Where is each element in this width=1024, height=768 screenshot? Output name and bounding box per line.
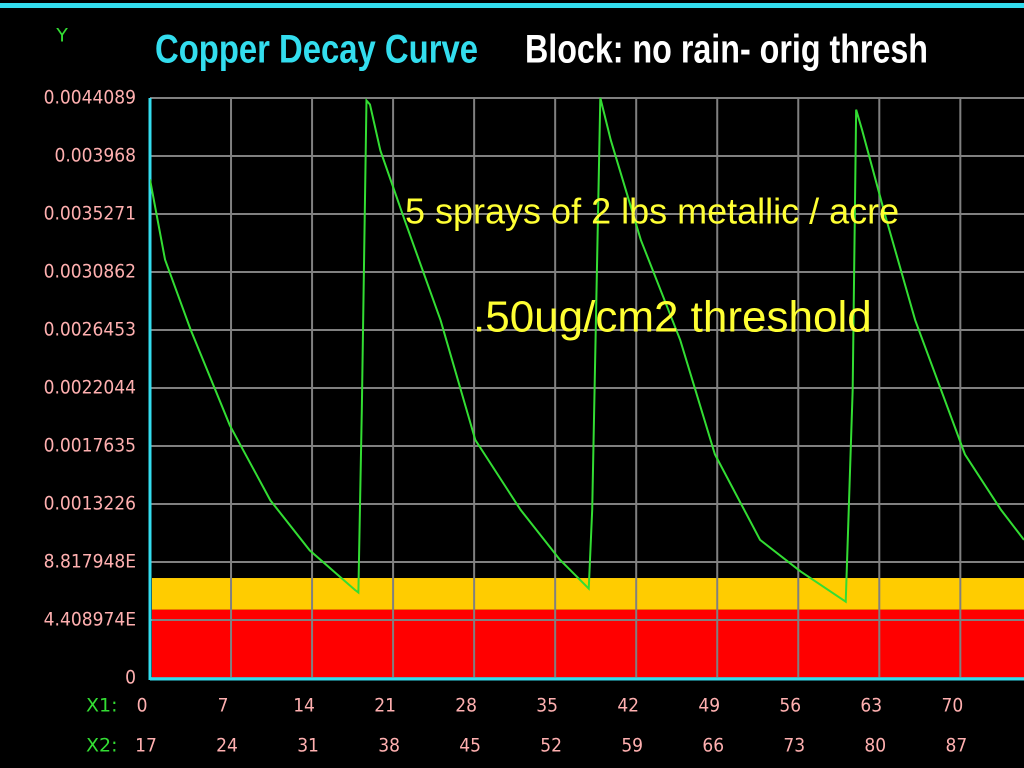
- chart-title: Copper Decay Curve: [155, 28, 478, 72]
- x2-tick-label: 38: [378, 735, 400, 757]
- y-tick-label: 4.408974E: [44, 608, 136, 630]
- y-tick-label: 0: [125, 667, 136, 689]
- x-tick-label: 35: [536, 695, 558, 717]
- x-axis-label: X1:: [86, 695, 118, 717]
- x-tick-label: 0: [137, 695, 148, 717]
- y-tick-label: 0.0026453: [44, 319, 136, 341]
- y-tick-label: 0.0030862: [44, 261, 136, 283]
- x-tick-label: 28: [455, 695, 477, 717]
- x2-tick-label: 73: [783, 735, 805, 757]
- x2-tick-label: 87: [945, 735, 967, 757]
- y-tick-label: 0.003968: [54, 145, 136, 167]
- y-tick-label: 0.0017635: [44, 435, 136, 457]
- y-tick-label: 8.817948E: [44, 550, 136, 572]
- top-rule: [0, 3, 1024, 8]
- y-tick-label: 0.0044089: [44, 87, 136, 109]
- x2-tick-label: 52: [540, 735, 562, 757]
- x2-axis-label: X2:: [86, 735, 118, 757]
- y-axis-label: Y: [55, 25, 68, 47]
- x-tick-label: 7: [218, 695, 229, 717]
- decay-line: [150, 97, 1024, 604]
- series: [150, 97, 1024, 604]
- x2-tick-label: 66: [702, 735, 724, 757]
- x-tick-label: 21: [374, 695, 396, 717]
- x2-tick-label: 45: [459, 735, 481, 757]
- x-tick-label: 49: [698, 695, 720, 717]
- x2-tick-label: 31: [297, 735, 319, 757]
- x-tick-label: 70: [941, 695, 963, 717]
- y-tick-label: 0.0022044: [44, 377, 136, 399]
- x2-tick-label: 59: [621, 735, 643, 757]
- labels: 0 4.408974E 8.817948E 0.0013226 0.0017635 0.0…: [44, 87, 968, 757]
- x-tick-label: 14: [293, 695, 315, 717]
- x-tick-label: 63: [860, 695, 882, 717]
- x-tick-label: 56: [779, 695, 801, 717]
- y-tick-label: 0.0013226: [44, 493, 136, 515]
- grid: [148, 97, 1024, 681]
- y-tick-label: 0.0035271: [44, 203, 136, 225]
- x-tick-label: 42: [617, 695, 639, 717]
- x2-tick-label: 80: [864, 735, 886, 757]
- x2-tick-label: 17: [135, 735, 157, 757]
- annotation: 5 sprays of 2 lbs metallic / acre: [405, 191, 899, 232]
- x2-tick-label: 24: [216, 735, 238, 757]
- bands: [152, 578, 1024, 678]
- annotation: .50ug/cm2 threshold: [473, 293, 872, 342]
- chart-subtitle: Block: no rain- orig thresh: [525, 28, 928, 72]
